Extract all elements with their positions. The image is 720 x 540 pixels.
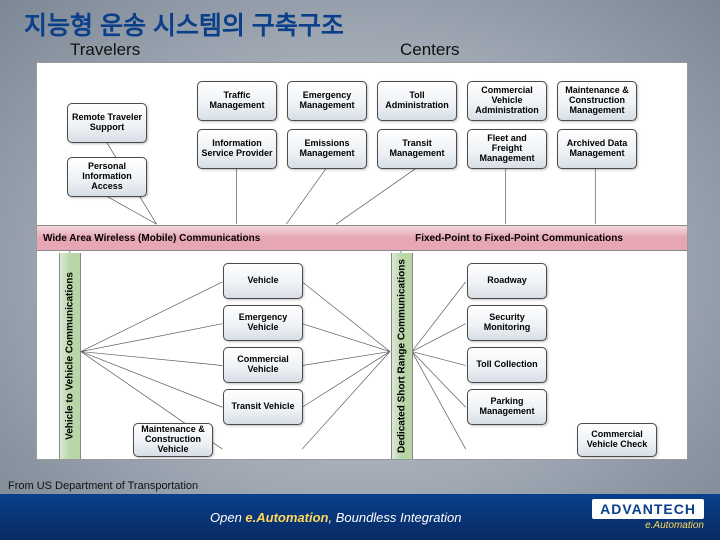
footer-source: From US Department of Transportation — [8, 480, 198, 492]
comm-band-vertical-left: Vehicle to Vehicle Communications — [59, 253, 81, 459]
hband-left-label: Wide Area Wireless (Mobile) Communicatio… — [43, 226, 343, 250]
tagline-post: , Boundless Integration — [328, 510, 461, 525]
page-title: 지능형 운송 시스템의 구축구조 — [24, 6, 344, 42]
box-maintenance-construction-mgmt: Maintenance & Construction Management — [557, 81, 637, 121]
section-travelers: Travelers — [70, 40, 140, 60]
box-transit-management: Transit Management — [377, 129, 457, 169]
tagline-em: e.Automation — [245, 510, 328, 525]
box-remote-traveler-support: Remote Traveler Support — [67, 103, 147, 143]
comm-band-vertical-right: Dedicated Short Range Communications — [391, 253, 413, 459]
hband-right-label: Fixed-Point to Fixed-Point Communication… — [357, 226, 681, 250]
box-commercial-vehicle-check: Commercial Vehicle Check — [577, 423, 657, 457]
comm-band-horizontal: Wide Area Wireless (Mobile) Communicatio… — [37, 225, 687, 251]
footer-tagline: Open e.Automation, Boundless Integration — [210, 510, 461, 525]
box-fleet-freight-management: Fleet and Freight Management — [467, 129, 547, 169]
box-traffic-management: Traffic Management — [197, 81, 277, 121]
box-maintenance-construction-vehicle: Maintenance & Construction Vehicle — [133, 423, 213, 457]
footer-bar: Open e.Automation, Boundless Integration… — [0, 494, 720, 540]
section-centers: Centers — [400, 40, 460, 60]
box-emissions-management: Emissions Management — [287, 129, 367, 169]
box-emergency-management: Emergency Management — [287, 81, 367, 121]
architecture-diagram: Wide Area Wireless (Mobile) Communicatio… — [36, 62, 688, 460]
box-archived-data-management: Archived Data Management — [557, 129, 637, 169]
box-information-service-provider: Information Service Provider — [197, 129, 277, 169]
box-personal-information-access: Personal Information Access — [67, 157, 147, 197]
box-commercial-vehicle-admin: Commercial Vehicle Administration — [467, 81, 547, 121]
box-toll-collection: Toll Collection — [467, 347, 547, 383]
box-parking-management: Parking Management — [467, 389, 547, 425]
tagline-pre: Open — [210, 510, 245, 525]
brand-block: ADVANTECH e.Automation — [592, 499, 704, 531]
box-emergency-vehicle: Emergency Vehicle — [223, 305, 303, 341]
box-commercial-vehicle: Commercial Vehicle — [223, 347, 303, 383]
brand-sub: e.Automation — [592, 520, 704, 531]
vband-left-label: Vehicle to Vehicle Communications — [65, 272, 76, 440]
vband-right-label: Dedicated Short Range Communications — [397, 259, 408, 453]
box-security-monitoring: Security Monitoring — [467, 305, 547, 341]
box-roadway: Roadway — [467, 263, 547, 299]
brand-name: ADVANTECH — [592, 499, 704, 519]
box-transit-vehicle: Transit Vehicle — [223, 389, 303, 425]
box-vehicle: Vehicle — [223, 263, 303, 299]
box-toll-administration: Toll Administration — [377, 81, 457, 121]
